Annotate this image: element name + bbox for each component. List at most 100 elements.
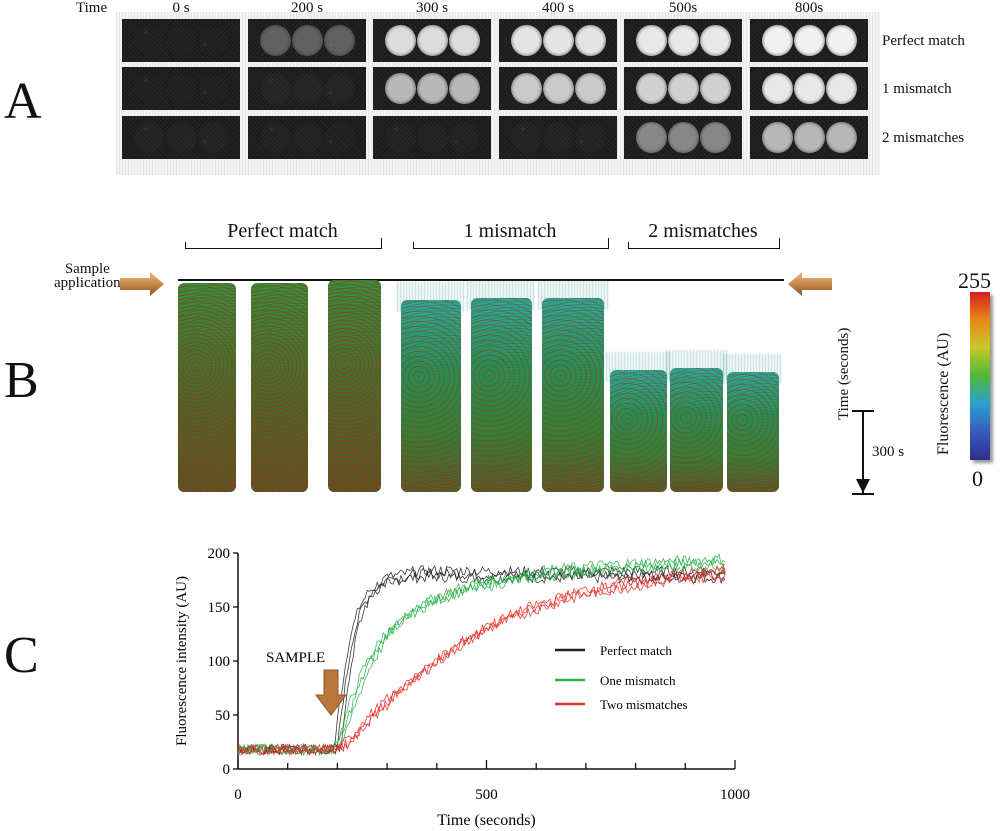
spot [636, 122, 667, 153]
right-arrow-icon [788, 272, 832, 296]
fluorescence-column [538, 280, 608, 492]
x-tick-label: 1000 [720, 787, 750, 803]
column-body [328, 280, 381, 492]
spot [292, 25, 323, 56]
microarray-tile [750, 19, 868, 62]
microarray-tile [248, 19, 366, 62]
microarray-tile [499, 19, 617, 62]
legend-entry: One mismatch [600, 673, 676, 688]
column-body [471, 298, 532, 492]
row-label: 2 mismatches [882, 130, 965, 146]
y-tick-label: 100 [208, 654, 231, 670]
spot [324, 25, 355, 56]
colorbar-min: 0 [972, 466, 983, 491]
y-axis-label: Fluorescence intensity (AU) [174, 576, 190, 746]
fluorescence-column [178, 283, 236, 492]
microarray-tile [373, 67, 491, 110]
spot [511, 73, 542, 104]
left-arrow-icon [120, 272, 164, 296]
x-tick-label: 500 [475, 787, 498, 803]
row-label: 1 mismatch [882, 81, 952, 97]
time-label: 200 s [290, 0, 324, 16]
column-body [727, 372, 779, 492]
spot [700, 122, 731, 153]
spot [449, 25, 480, 56]
group-bracket [413, 238, 609, 249]
sample-application-line2: application [54, 275, 121, 291]
legend-entry: Two mismatches [600, 697, 688, 712]
microarray-tile [248, 67, 366, 110]
spot [543, 73, 574, 104]
colorbar-max: 255 [958, 268, 991, 293]
spot [826, 73, 857, 104]
fluorescence-column [606, 352, 671, 492]
spot [166, 122, 197, 153]
fluorescence-column [328, 280, 381, 492]
spot [198, 73, 229, 104]
microarray-tile [624, 19, 742, 62]
microarray-tile [248, 116, 366, 159]
spot [198, 25, 229, 56]
spot [449, 73, 480, 104]
time-label: 800s [794, 0, 824, 16]
sample-line [178, 279, 784, 281]
column-body [542, 298, 604, 492]
spot [794, 122, 825, 153]
spot [575, 73, 606, 104]
spot [700, 73, 731, 104]
spot [417, 25, 448, 56]
spot [636, 73, 667, 104]
spot [198, 122, 229, 153]
legend-entry: Perfect match [600, 643, 672, 658]
row-label: Perfect match [882, 33, 965, 49]
fluorescence-chart: 0 500 1000 0 50 100 150 200 Time (seconds) Fluore… [174, 546, 750, 829]
spot [385, 25, 416, 56]
microarray-tile [373, 116, 491, 159]
spot [794, 73, 825, 104]
column-body [610, 370, 667, 492]
microarray-tile [499, 67, 617, 110]
series-line [237, 567, 726, 755]
spot [700, 25, 731, 56]
x-tick-label: 0 [234, 787, 242, 803]
spot [324, 73, 355, 104]
spot [166, 73, 197, 104]
spot [794, 25, 825, 56]
colorbar [970, 292, 990, 460]
spot [134, 122, 165, 153]
y-tick-label: 150 [208, 600, 231, 616]
spot [575, 25, 606, 56]
microarray-tile [624, 67, 742, 110]
fluorescence-column [467, 280, 536, 492]
fluorescence-column [397, 282, 465, 492]
spot [636, 25, 667, 56]
panel-b-label: B [4, 352, 39, 409]
spot [543, 122, 574, 153]
panel-c-label: C [4, 627, 39, 684]
column-body [401, 300, 461, 492]
spot [668, 122, 699, 153]
column-edge [723, 354, 783, 384]
spot [449, 122, 480, 153]
time-label: 400 s [541, 0, 575, 16]
fluorescence-column [251, 283, 308, 492]
y-tick-label: 200 [208, 546, 231, 562]
y-tick-label: 50 [215, 708, 230, 724]
series-line [237, 563, 726, 756]
column-edge [666, 350, 727, 380]
x-axis-label: Time (seconds) [437, 812, 536, 829]
spot [324, 122, 355, 153]
spot [260, 122, 291, 153]
spot [417, 73, 448, 104]
spot [826, 122, 857, 153]
time-axis-label: Time (seconds) [836, 327, 852, 420]
spot [166, 25, 197, 56]
spot [668, 73, 699, 104]
time-axis-line [862, 410, 864, 494]
spot [260, 73, 291, 104]
group-label: 2 mismatches [628, 220, 778, 242]
group-bracket [185, 238, 382, 249]
spot [385, 122, 416, 153]
spot [292, 122, 323, 153]
fluorescence-column [666, 350, 727, 492]
